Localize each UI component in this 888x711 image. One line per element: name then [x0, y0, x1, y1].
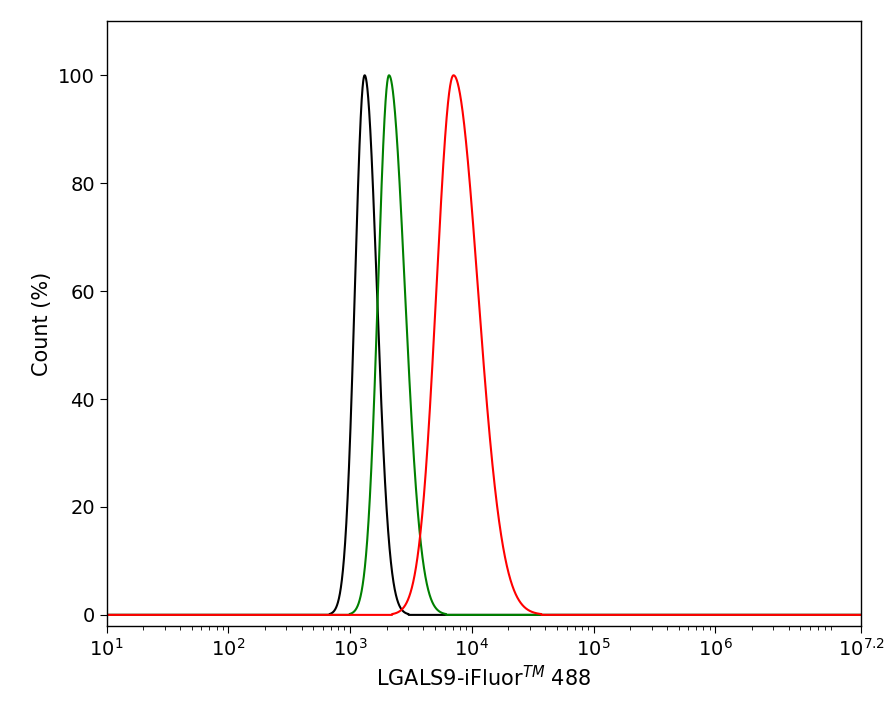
X-axis label: LGALS9-iFluor$^{TM}$ 488: LGALS9-iFluor$^{TM}$ 488: [377, 665, 591, 690]
Y-axis label: Count (%): Count (%): [32, 272, 52, 375]
